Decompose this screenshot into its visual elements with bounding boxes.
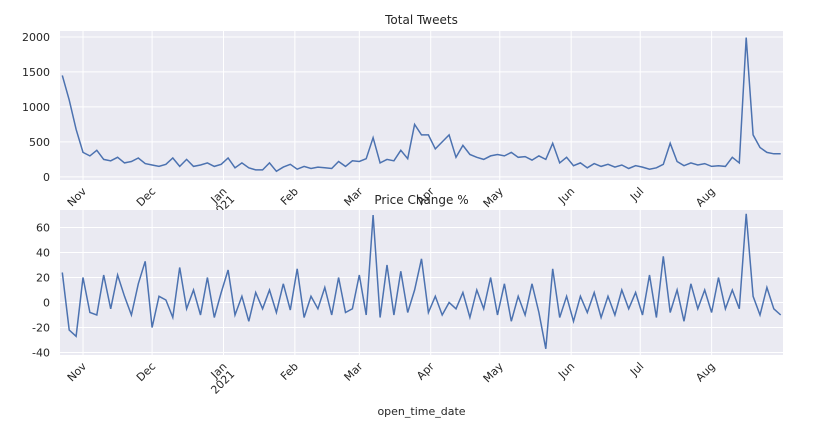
y-tick-label: 40 bbox=[36, 247, 50, 260]
x-tick-label: Jun bbox=[555, 185, 577, 207]
x-tick-label: Jun bbox=[555, 360, 577, 382]
x-tick-label: Aug bbox=[693, 185, 717, 209]
plot-background bbox=[60, 210, 783, 355]
x-tick-label: Aug bbox=[693, 360, 717, 384]
x-tick-label: Feb bbox=[278, 185, 301, 208]
x-tick-label: Jan2021 bbox=[201, 360, 238, 397]
x-tick-label: Dec bbox=[134, 360, 158, 384]
x-tick-label: Nov bbox=[65, 360, 90, 385]
x-tick-label: Jul bbox=[627, 185, 646, 204]
y-tick-label: 0 bbox=[43, 297, 50, 310]
y-tick-label: 1500 bbox=[22, 66, 50, 79]
y-tick-label: 2000 bbox=[22, 31, 50, 44]
x-tick-label: Dec bbox=[134, 185, 158, 209]
line-series bbox=[61, 37, 781, 173]
x-tick-label: Nov bbox=[65, 185, 90, 210]
plot-background bbox=[60, 31, 783, 180]
y-tick-label: 0 bbox=[43, 171, 50, 184]
x-tick-label: May bbox=[481, 185, 507, 211]
x-tick-label: Mar bbox=[342, 185, 366, 209]
x-tick-label: Apr bbox=[414, 360, 437, 383]
y-tick-label: 1000 bbox=[22, 101, 50, 114]
chart-title: Price Change % bbox=[374, 193, 468, 207]
x-tick-label: May bbox=[481, 360, 507, 386]
chart-title: Total Tweets bbox=[384, 13, 458, 27]
y-tick-label: -40 bbox=[32, 347, 50, 360]
y-tick-label: 60 bbox=[36, 222, 50, 235]
line-series bbox=[61, 213, 782, 349]
y-tick-label: 500 bbox=[29, 136, 50, 149]
y-tick-label: 20 bbox=[36, 272, 50, 285]
x-axis-label: open_time_date bbox=[377, 405, 465, 418]
x-tick-label: Feb bbox=[278, 360, 301, 383]
y-tick-label: -20 bbox=[32, 322, 50, 335]
x-tick-label: Mar bbox=[342, 360, 366, 384]
x-tick-label: Jul bbox=[627, 360, 646, 379]
